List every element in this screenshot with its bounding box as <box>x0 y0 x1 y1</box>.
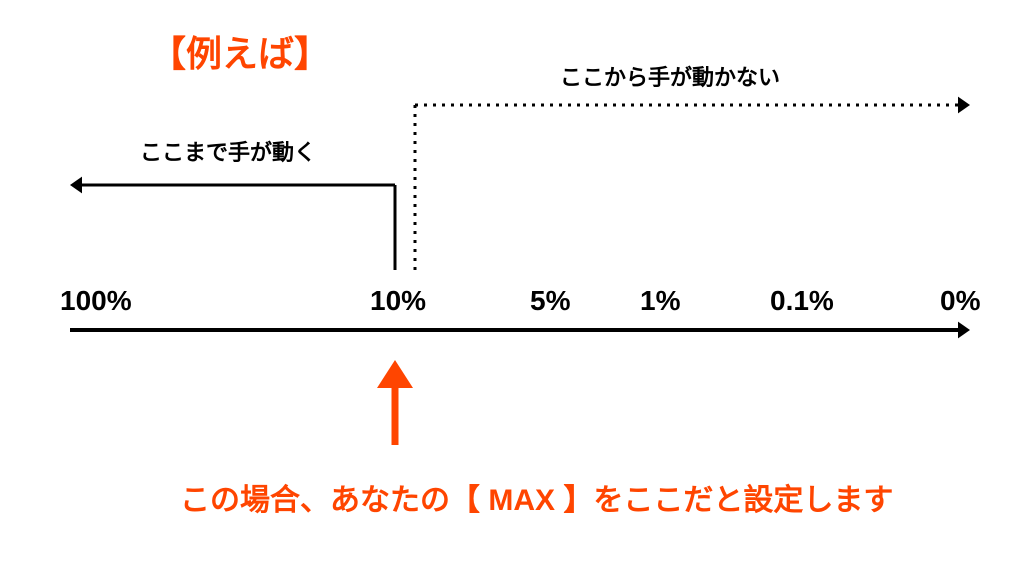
caption-text: この場合、あなたの【 MAX 】をここだと設定します <box>180 475 893 519</box>
axis-tick-label: 0% <box>940 285 980 317</box>
axis-tick-label: 100% <box>60 285 132 317</box>
left-arrow-label: ここまで手が動く <box>140 135 316 167</box>
axis-tick-label: 0.1% <box>770 285 834 317</box>
right-arrow-label: ここから手が動かない <box>560 60 780 92</box>
axis-tick-label: 5% <box>530 285 570 317</box>
diagram-stage: 【例えば】 100%10%5%1%0.1%0% ここまで手が動く ここから手が動… <box>0 0 1024 576</box>
axis-tick-label: 1% <box>640 285 680 317</box>
axis-tick-label: 10% <box>370 285 426 317</box>
